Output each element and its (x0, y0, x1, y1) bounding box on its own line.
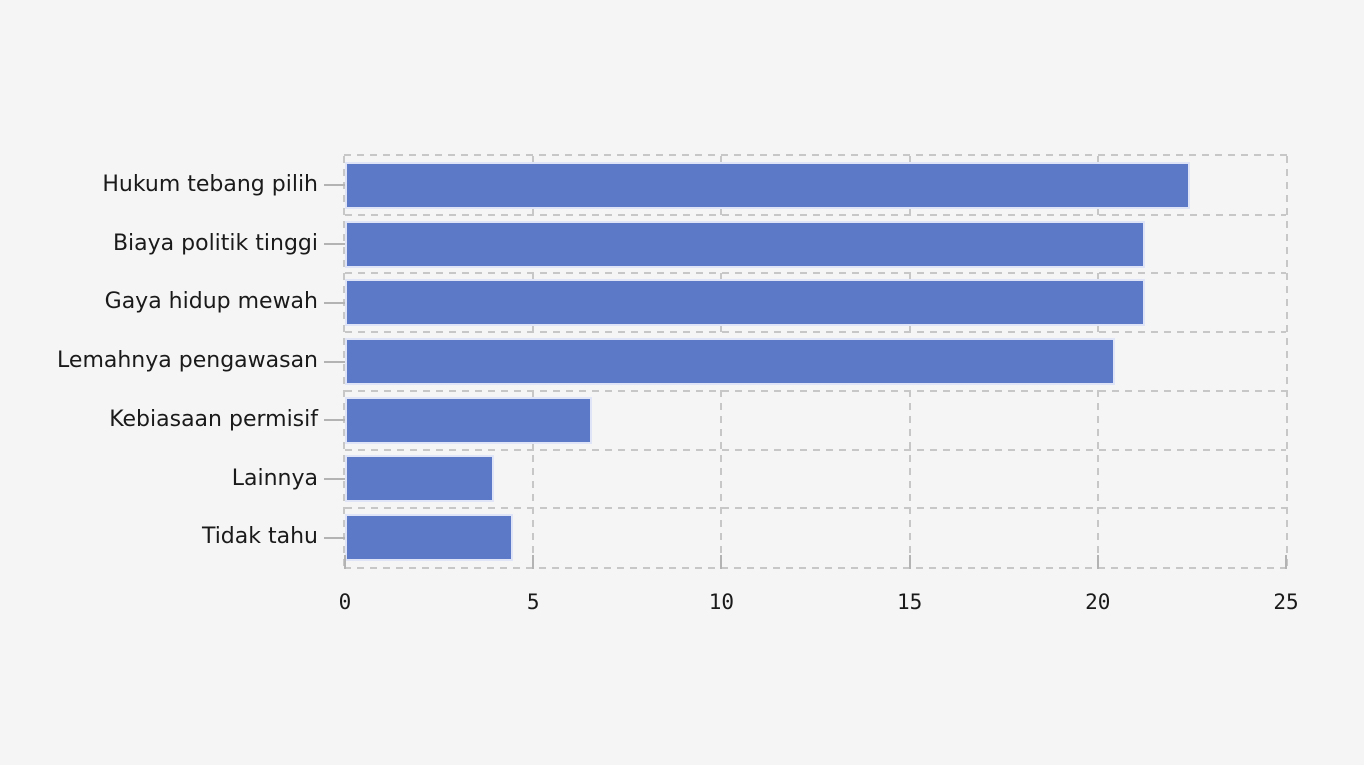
x-tick (1096, 555, 1099, 569)
y-axis-label: Lainnya (231, 465, 318, 491)
h-gridline (345, 331, 1286, 334)
x-tick-label: 5 (526, 590, 540, 614)
h-gridline (345, 507, 1286, 510)
bar-hukum-tebang-pilih (345, 161, 1191, 209)
x-tick (1285, 555, 1287, 569)
h-gridline (345, 389, 1286, 392)
x-tick (532, 555, 535, 569)
y-axis-label: Gaya hidup mewah (104, 289, 318, 315)
plot-border-top (344, 154, 1288, 156)
y-tick (324, 243, 345, 246)
y-axis-label: Biaya politik tinggi (112, 230, 318, 256)
bar-gaya-hidup-mewah (345, 279, 1145, 327)
x-tick (720, 555, 723, 569)
bar-tidak-tahu (345, 514, 513, 562)
y-tick (324, 301, 345, 304)
y-tick (324, 536, 345, 539)
x-tick (344, 555, 346, 569)
y-axis-label: Lemahnya pengawasan (57, 348, 318, 374)
y-tick (324, 477, 345, 480)
x-tick-label: 10 (708, 590, 735, 614)
bar-kebiasaan-permisif (345, 396, 592, 444)
y-axis-label: Tidak tahu (201, 524, 318, 550)
y-tick (324, 360, 345, 363)
x-tick (908, 555, 911, 569)
bar-lainnya (345, 455, 494, 503)
h-gridline (345, 272, 1286, 275)
plot-border-right (1286, 156, 1288, 567)
y-tick (324, 184, 345, 187)
y-axis-label: Hukum tebang pilih (102, 172, 318, 197)
h-gridline (345, 448, 1286, 451)
plot-border-bottom (344, 567, 1288, 569)
x-tick-label: 20 (1085, 590, 1111, 614)
y-tick (324, 419, 345, 422)
bar-biaya-politik-tinggi (345, 220, 1145, 268)
bar-lemahnya-pengawasan (345, 338, 1115, 385)
x-tick-label: 0 (338, 590, 352, 614)
x-tick-label: 25 (1273, 590, 1299, 614)
x-tick-label: 15 (896, 590, 923, 614)
y-axis-label: Kebiasaan permisif (109, 406, 318, 432)
h-gridline (345, 213, 1286, 216)
